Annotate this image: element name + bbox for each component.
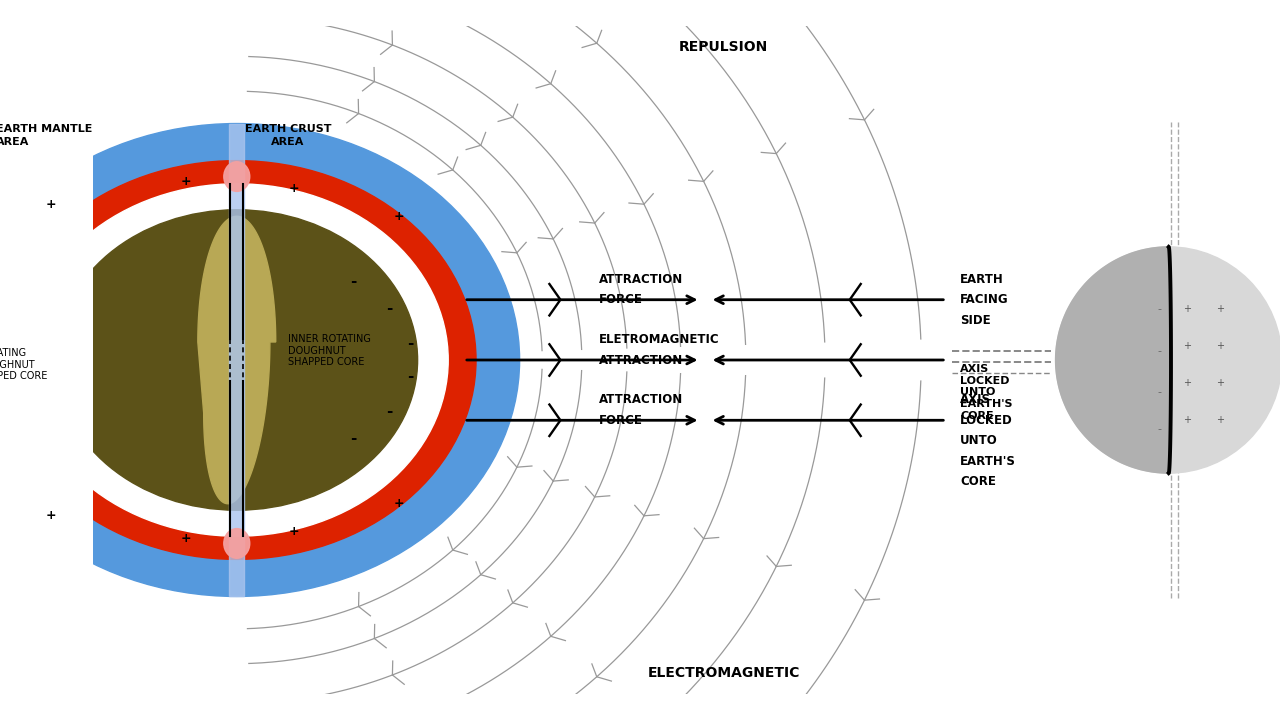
Text: REPULSION: REPULSION — [678, 40, 768, 54]
Text: -: - — [1157, 346, 1161, 356]
Text: ELECTROMAGNETIC: ELECTROMAGNETIC — [648, 666, 800, 680]
Text: -: - — [385, 403, 392, 418]
Text: LOCKED: LOCKED — [960, 414, 1012, 427]
Ellipse shape — [224, 528, 250, 558]
Text: CORE: CORE — [960, 475, 996, 488]
Text: EARTH CRUST
AREA: EARTH CRUST AREA — [244, 125, 332, 147]
Text: EARTH MANTLE
AREA: EARTH MANTLE AREA — [0, 125, 92, 147]
Text: FACING: FACING — [960, 293, 1009, 306]
Text: ATTRACTION: ATTRACTION — [599, 273, 684, 286]
Text: +: + — [180, 531, 191, 544]
Ellipse shape — [26, 184, 448, 536]
Text: -: - — [407, 369, 413, 384]
Text: AXIS: AXIS — [960, 393, 991, 406]
Text: -: - — [349, 274, 356, 289]
Text: -: - — [1157, 425, 1161, 435]
Text: +: + — [46, 198, 56, 211]
Text: EARTH: EARTH — [960, 273, 1004, 286]
Text: FORCE: FORCE — [599, 414, 643, 427]
Text: +: + — [1216, 378, 1224, 388]
Text: SIDE: SIDE — [960, 314, 991, 327]
Text: +: + — [180, 176, 191, 189]
Text: +: + — [46, 509, 56, 522]
Circle shape — [1056, 247, 1280, 473]
Polygon shape — [1056, 247, 1169, 473]
Text: +: + — [289, 525, 300, 538]
Text: AXIS
LOCKED
UNTO
EARTH'S
CORE: AXIS LOCKED UNTO EARTH'S CORE — [960, 364, 1012, 420]
Text: +: + — [1183, 341, 1192, 351]
Text: FORCE: FORCE — [599, 293, 643, 306]
Bar — [229, 124, 244, 596]
Ellipse shape — [56, 210, 417, 510]
Text: +: + — [1216, 415, 1224, 426]
Text: INNER ROTATING
DOUGHNUT
SHAPPED CORE: INNER ROTATING DOUGHNUT SHAPPED CORE — [288, 334, 371, 367]
Ellipse shape — [0, 161, 476, 559]
Text: +: + — [1183, 304, 1192, 314]
Text: +: + — [1216, 304, 1224, 314]
Text: -: - — [349, 431, 356, 446]
Text: +: + — [289, 182, 300, 195]
Text: -: - — [1157, 304, 1161, 314]
Text: ATTRACTION: ATTRACTION — [599, 354, 684, 366]
Polygon shape — [198, 216, 275, 504]
Text: ROTATING
DOUGHNUT
SHAPED CORE: ROTATING DOUGHNUT SHAPED CORE — [0, 348, 47, 381]
Text: ELETROMAGNETIC: ELETROMAGNETIC — [599, 333, 719, 346]
Text: EARTH'S: EARTH'S — [960, 454, 1016, 467]
Text: -: - — [385, 302, 392, 317]
Text: +: + — [394, 210, 404, 222]
Text: +: + — [394, 498, 404, 510]
Text: +: + — [1183, 415, 1192, 426]
Text: -: - — [1157, 387, 1161, 397]
Text: UNTO: UNTO — [960, 434, 998, 447]
Text: -: - — [407, 336, 413, 351]
Text: +: + — [1183, 378, 1192, 388]
Text: ATTRACTION: ATTRACTION — [599, 393, 684, 406]
Ellipse shape — [0, 124, 520, 596]
Text: +: + — [1216, 341, 1224, 351]
Ellipse shape — [224, 162, 250, 192]
